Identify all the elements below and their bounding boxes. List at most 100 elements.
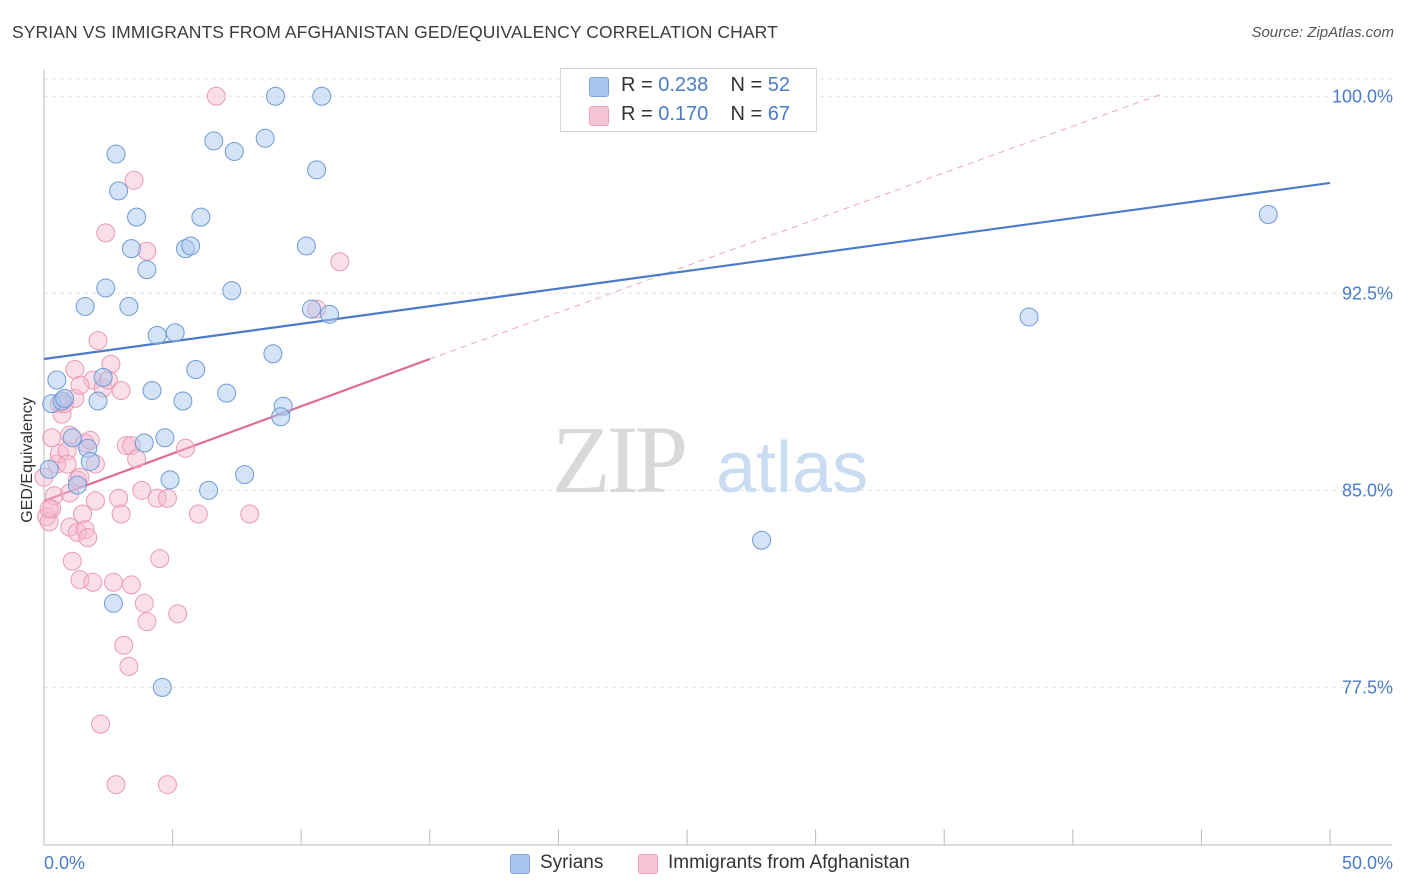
legend-swatch-afghanistan-bottom	[638, 854, 658, 874]
point-syrians	[265, 86, 285, 106]
point-syrians	[1258, 204, 1278, 224]
watermark-atlas: atlas	[716, 428, 868, 508]
point-afghanistan	[111, 381, 131, 401]
point-afghanistan	[96, 223, 116, 243]
point-syrians	[1019, 307, 1039, 327]
legend-swatch-syrians	[589, 77, 609, 97]
legend-stats-afghanistan: R = 0.170 N = 67	[621, 103, 791, 125]
point-syrians	[186, 359, 206, 379]
point-afghanistan	[85, 491, 105, 511]
trend-lines	[43, 93, 1331, 502]
legend-label-afghanistan: Immigrants from Afghanistan	[668, 852, 910, 873]
point-afghanistan	[73, 504, 93, 524]
point-afghanistan	[132, 480, 152, 500]
y-tick-label: 77.5%	[1342, 677, 1393, 697]
point-afghanistan	[42, 428, 62, 448]
data-points	[34, 86, 1278, 795]
point-afghanistan	[62, 551, 82, 571]
point-afghanistan	[106, 775, 126, 795]
y-tick-label: 100.0%	[1332, 86, 1393, 106]
point-syrians	[88, 391, 108, 411]
y-tick-label: 92.5%	[1342, 283, 1393, 303]
point-afghanistan	[127, 449, 147, 469]
point-syrians	[222, 281, 242, 301]
point-syrians	[199, 480, 219, 500]
point-afghanistan	[119, 656, 139, 676]
point-syrians	[134, 433, 154, 453]
point-syrians	[103, 593, 123, 613]
point-syrians	[142, 381, 162, 401]
point-afghanistan	[175, 438, 195, 458]
point-afghanistan	[157, 488, 177, 508]
point-syrians	[319, 304, 339, 324]
point-afghanistan	[91, 714, 111, 734]
point-syrians	[301, 299, 321, 319]
point-syrians	[96, 278, 116, 298]
point-syrians	[80, 451, 100, 471]
point-syrians	[121, 239, 141, 259]
point-syrians	[255, 128, 275, 148]
point-afghanistan	[157, 775, 177, 795]
y-tick-labels: 77.5% 85.0% 92.5% 100.0%	[1332, 86, 1393, 697]
point-afghanistan	[114, 635, 134, 655]
point-syrians	[235, 465, 255, 485]
point-syrians	[127, 207, 147, 227]
point-syrians	[147, 325, 167, 345]
point-syrians	[312, 86, 332, 106]
watermark: ZIP atlas	[552, 406, 868, 513]
x-tick-label: 0.0%	[44, 853, 85, 873]
legend-swatch-afghanistan	[589, 106, 609, 126]
point-syrians	[271, 407, 291, 427]
point-afghanistan	[124, 170, 144, 190]
point-syrians	[62, 428, 82, 448]
point-afghanistan	[65, 359, 85, 379]
point-afghanistan	[134, 593, 154, 613]
point-syrians	[752, 530, 772, 550]
chart-title: SYRIAN VS IMMIGRANTS FROM AFGHANISTAN GE…	[12, 22, 778, 42]
y-axis-label: GED/Equivalency	[19, 397, 36, 522]
point-syrians	[160, 470, 180, 490]
point-afghanistan	[49, 444, 69, 464]
point-syrians	[224, 141, 244, 161]
stats-legend: R = 0.238 N = 52 R = 0.170 N = 67	[560, 68, 817, 132]
point-afghanistan	[168, 604, 188, 624]
legend-row-syrians: R = 0.238 N = 52	[561, 71, 816, 101]
point-syrians	[55, 388, 75, 408]
point-afghanistan	[137, 241, 157, 261]
point-syrians	[75, 296, 95, 316]
point-syrians	[296, 236, 316, 256]
legend-stats-syrians: R = 0.238 N = 52	[621, 74, 791, 96]
point-syrians	[109, 181, 129, 201]
point-syrians	[173, 391, 193, 411]
point-syrians	[93, 367, 113, 387]
point-syrians	[152, 677, 172, 697]
point-syrians	[191, 207, 211, 227]
point-syrians	[155, 428, 175, 448]
series-legend: Syrians Immigrants from Afghanistan	[0, 852, 1406, 880]
point-syrians	[204, 131, 224, 151]
point-afghanistan	[188, 504, 208, 524]
point-afghanistan	[88, 331, 108, 351]
point-afghanistan	[137, 612, 157, 632]
point-afghanistan	[70, 375, 90, 395]
point-syrians	[47, 370, 67, 390]
trend-line-afghanistan	[43, 357, 431, 502]
gridlines	[44, 78, 1392, 688]
trend-line-syrians	[43, 181, 1331, 361]
x-tick-label: 50.0%	[1342, 853, 1393, 873]
legend-label-syrians: Syrians	[540, 852, 604, 873]
point-afghanistan	[206, 86, 226, 106]
point-afghanistan	[147, 488, 167, 508]
point-afghanistan	[109, 488, 129, 508]
trend-line-afghanistan-extended	[429, 93, 1163, 360]
source-label: Source: ZipAtlas.com	[1251, 24, 1394, 41]
point-afghanistan	[111, 504, 131, 524]
point-afghanistan	[240, 504, 260, 524]
point-syrians	[67, 475, 87, 495]
point-syrians	[165, 323, 185, 343]
point-syrians	[263, 344, 283, 364]
point-syrians	[39, 459, 59, 479]
point-syrians	[307, 160, 327, 180]
point-syrians	[119, 296, 139, 316]
